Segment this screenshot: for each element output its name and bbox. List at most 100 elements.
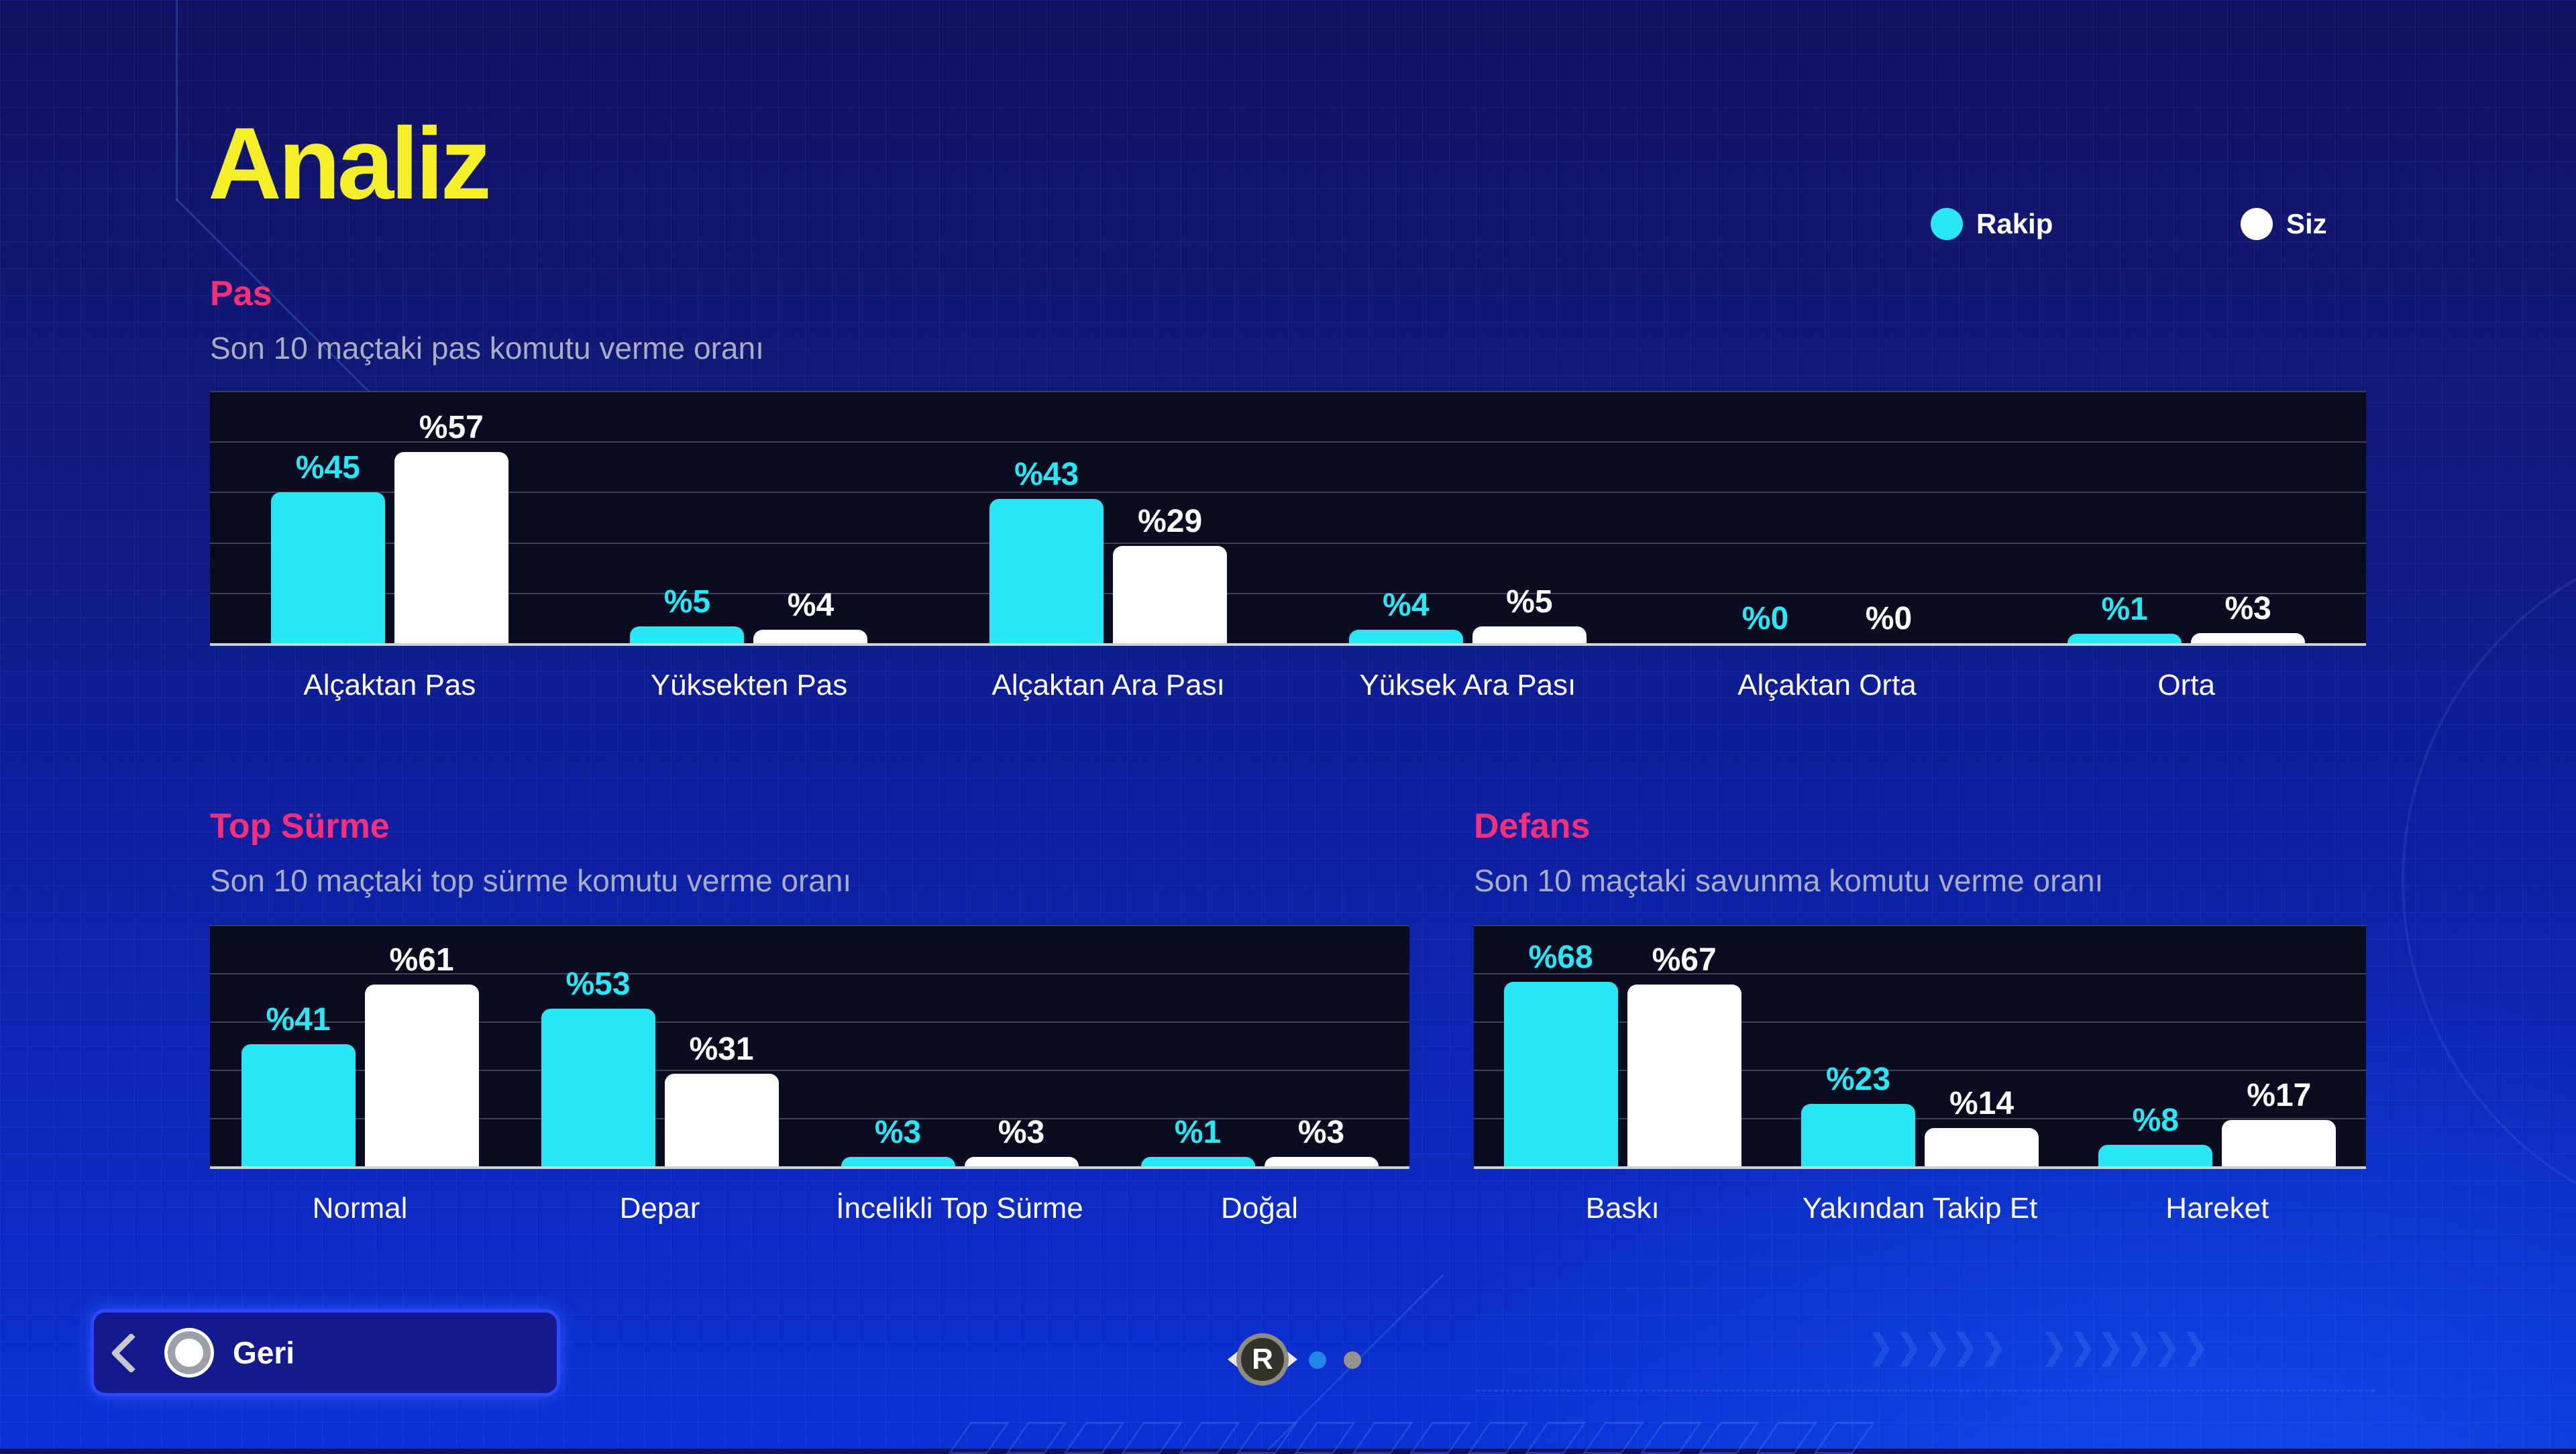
category-label: Alçaktan Pas xyxy=(303,669,476,702)
bar-group-4: %0 %0 xyxy=(1648,391,2007,643)
value-label-siz-1: %14 xyxy=(1949,1086,2015,1122)
section-subtitle-pas: Son 10 maçtaki pas komutu verme oranı xyxy=(210,331,764,366)
plot-area-top-surme: %41 %61 %53 %31 %3 %3 %1 %3 xyxy=(210,925,1409,1169)
bar-siz-5 xyxy=(2191,633,2306,643)
gridline xyxy=(1474,1118,2366,1119)
gridline xyxy=(210,592,2366,594)
gridline xyxy=(1474,1021,2366,1023)
gridline xyxy=(1474,1070,2366,1071)
bar-rakip-0 xyxy=(270,492,385,643)
value-label-rakip-0: %45 xyxy=(295,450,360,486)
category-label: Hareket xyxy=(2165,1192,2269,1225)
decorative-chevrons-bottom xyxy=(948,1422,1875,1454)
value-label-siz-2: %3 xyxy=(998,1115,1045,1150)
circuit-trace-dashed xyxy=(1476,1390,2375,1392)
category-label: Baskı xyxy=(1585,1192,1660,1225)
chevron-left-icon xyxy=(111,1332,152,1374)
bar-siz-1 xyxy=(664,1074,779,1166)
decorative-circle-arc xyxy=(2402,530,2576,1233)
section-title-defans: Defans xyxy=(1474,807,1591,846)
bar-siz-0 xyxy=(1627,985,1741,1166)
value-label-siz-2: %29 xyxy=(1138,504,1203,539)
category-label: Yüksekten Pas xyxy=(650,669,848,702)
siz-legend-dot-icon xyxy=(2241,208,2273,240)
category-label: Doğal xyxy=(1221,1192,1298,1225)
value-label-siz-4: %0 xyxy=(1865,601,1913,636)
gridline xyxy=(210,973,1409,974)
gridline xyxy=(210,1070,1409,1071)
bar-siz-3 xyxy=(1264,1157,1379,1166)
bar-siz-2 xyxy=(964,1157,1079,1166)
gridline xyxy=(210,441,2366,443)
legend-label-rakip: Rakip xyxy=(1976,208,2053,239)
bar-group-2: %43 %29 xyxy=(928,391,1288,643)
value-label-rakip-1: %5 xyxy=(663,584,711,620)
bar-siz-0 xyxy=(394,452,508,643)
page-indicator-dot-active xyxy=(1309,1351,1326,1369)
bar-siz-1 xyxy=(753,630,868,643)
plot-area-pas: %45 %57 %5 %4 %43 %29 %4 %5 %0 %0 %1 %3 xyxy=(210,391,2366,646)
plot-area-defans: %68 %67 %23 %14 %8 %17 xyxy=(1474,925,2366,1169)
value-label-rakip-4: %0 xyxy=(1741,601,1789,636)
bar-rakip-2 xyxy=(2098,1144,2213,1166)
category-label: Normal xyxy=(312,1192,408,1225)
decorative-chevrons-right xyxy=(1872,1332,2204,1367)
value-label-rakip-3: %1 xyxy=(1174,1115,1222,1150)
section-title-top-surme: Top Sürme xyxy=(210,807,390,846)
category-labels-top-surme: Normal Depar İncelikli Top Sürme Doğal xyxy=(210,1192,1409,1232)
bar-rakip-0 xyxy=(241,1044,356,1166)
bar-rakip-5 xyxy=(2068,634,2182,643)
bar-siz-0 xyxy=(364,985,479,1166)
bar-group-2: %8 %17 xyxy=(2069,925,2366,1166)
bar-group-3: %4 %5 xyxy=(1288,391,1648,643)
category-label: Depar xyxy=(619,1192,700,1225)
gridline xyxy=(1474,973,2366,974)
value-label-siz-3: %5 xyxy=(1506,584,1553,620)
category-label: Alçaktan Orta xyxy=(1737,669,1917,702)
bar-siz-1 xyxy=(1924,1128,2039,1166)
section-subtitle-top-surme: Son 10 maçtaki top sürme komutu verme or… xyxy=(210,863,852,898)
value-label-siz-2: %17 xyxy=(2247,1078,2312,1114)
value-label-siz-0: %67 xyxy=(1652,942,1717,978)
bar-siz-2 xyxy=(2222,1120,2337,1166)
bar-rakip-1 xyxy=(1801,1103,1915,1166)
bar-siz-2 xyxy=(1113,546,1228,643)
value-label-rakip-0: %41 xyxy=(266,1002,331,1038)
bar-group-2: %3 %3 xyxy=(810,925,1110,1166)
value-label-rakip-2: %43 xyxy=(1014,457,1079,492)
gridline xyxy=(210,925,1409,926)
gridline xyxy=(1474,925,2366,926)
gridline xyxy=(210,542,2366,544)
gridline xyxy=(210,1021,1409,1023)
category-label: Yakından Takip Et xyxy=(1802,1192,2038,1225)
value-label-siz-0: %61 xyxy=(389,942,454,978)
bar-group-0: %68 %67 xyxy=(1474,925,1771,1166)
bar-rakip-0 xyxy=(1503,981,1618,1166)
circuit-line-vertical xyxy=(176,0,178,201)
bar-group-5: %1 %3 xyxy=(2006,391,2366,643)
bar-group-1: %53 %31 xyxy=(510,925,810,1166)
gridline xyxy=(210,492,2366,494)
category-label: İncelikli Top Sürme xyxy=(836,1192,1083,1225)
value-label-siz-1: %4 xyxy=(787,588,835,623)
value-label-siz-5: %3 xyxy=(2224,591,2271,626)
chart-defans: Defans Son 10 maçtaki savunma komutu ver… xyxy=(1474,806,2366,1289)
rakip-legend-dot-icon xyxy=(1931,208,1963,240)
category-label: Alçaktan Ara Pası xyxy=(991,669,1225,702)
value-label-rakip-2: %3 xyxy=(874,1115,922,1150)
value-label-rakip-2: %8 xyxy=(2132,1102,2179,1138)
bar-siz-3 xyxy=(1472,626,1587,643)
section-title-pas: Pas xyxy=(210,274,272,313)
right-stick-page-switch[interactable]: R xyxy=(1228,1333,1297,1386)
section-subtitle-defans: Son 10 maçtaki savunma komutu verme oran… xyxy=(1474,863,2104,898)
bar-rakip-1 xyxy=(630,626,745,643)
value-label-rakip-0: %68 xyxy=(1528,939,1593,975)
circle-gamepad-button-icon xyxy=(164,1328,214,1378)
gridline xyxy=(210,1118,1409,1119)
bar-rakip-2 xyxy=(989,499,1104,643)
page-title: Analiz xyxy=(208,107,492,221)
bar-rakip-1 xyxy=(541,1008,655,1166)
back-button[interactable]: Geri xyxy=(91,1309,560,1396)
chart-top-surme: Top Sürme Son 10 maçtaki top sürme komut… xyxy=(210,806,1409,1289)
